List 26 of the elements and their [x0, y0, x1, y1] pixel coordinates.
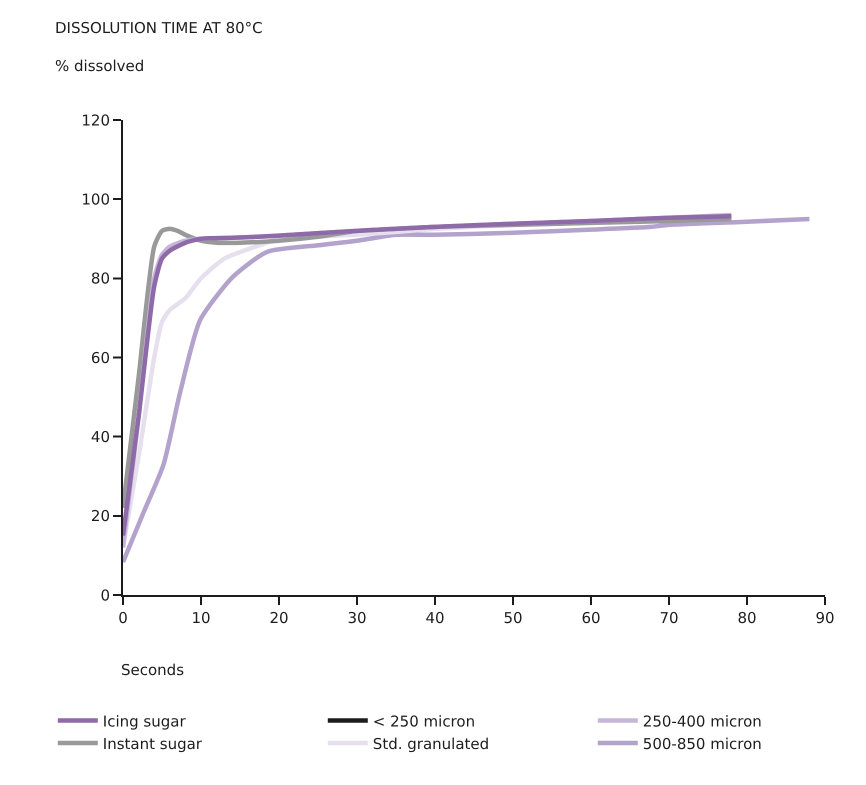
y-tick-label: 80 — [90, 270, 110, 288]
x-axis-title: Seconds — [121, 661, 184, 679]
legend-label: 250-400 micron — [642, 712, 762, 730]
legend-label: Icing sugar — [102, 712, 186, 730]
y-axis-title: % dissolved — [55, 57, 144, 75]
chart-title: DISSOLUTION TIME AT 80°C — [55, 19, 263, 37]
legend-label: < 250 micron — [372, 712, 476, 730]
y-tick-label: 120 — [81, 111, 110, 130]
y-tick-label: 40 — [90, 428, 110, 446]
legend-label: 500-850 micron — [642, 734, 762, 753]
y-tick-label: 100 — [81, 190, 110, 208]
legend-label: Std. granulated — [372, 734, 490, 753]
x-tick-label: 80 — [737, 609, 757, 627]
x-tick-label: 20 — [269, 609, 289, 627]
x-tick-label: 50 — [503, 609, 523, 627]
x-tick-label: 30 — [347, 609, 367, 627]
y-tick-label: 0 — [100, 586, 110, 604]
x-tick-label: 40 — [425, 609, 445, 627]
x-tick-label: 70 — [659, 609, 679, 627]
y-tick-label: 20 — [90, 507, 110, 526]
x-tick-label: 10 — [191, 609, 211, 627]
x-tick-label: 0 — [118, 609, 128, 627]
y-tick-label: 60 — [90, 348, 110, 367]
x-tick-label: 60 — [581, 609, 601, 627]
x-tick-label: 90 — [815, 609, 835, 627]
legend-label: Instant sugar — [102, 734, 203, 753]
